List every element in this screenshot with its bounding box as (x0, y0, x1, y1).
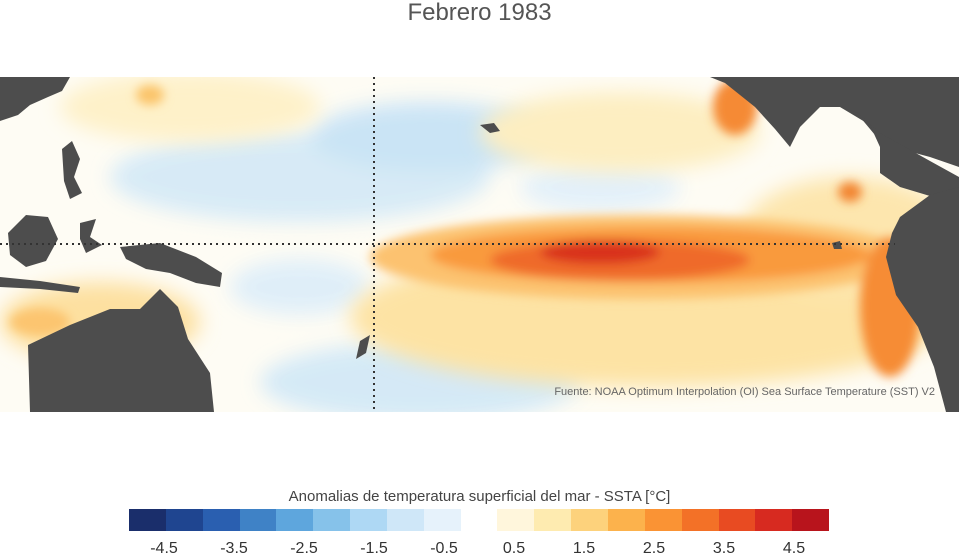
sst-anomaly-map (0, 77, 959, 412)
colorbar-swatch (165, 509, 203, 531)
land-masses (0, 77, 959, 412)
colorbar-swatch (423, 509, 461, 531)
colorbar-swatch (202, 509, 240, 531)
colorbar-tick-label: -4.5 (150, 540, 178, 557)
colorbar-tick-label: 3.5 (712, 540, 736, 557)
colorbar-tick-label: 2.5 (642, 540, 666, 557)
colorbar-tick-label: -0.5 (430, 540, 458, 557)
land-australia (28, 289, 214, 412)
colorbar-swatch (681, 509, 719, 531)
colorbar-swatch (386, 509, 424, 531)
colorbar-ticks: -4.5 -3.5 -2.5 -1.5 -0.5 0.5 1.5 2.5 3.5 4.5 (0, 540, 959, 558)
colorbar-tick-label: -3.5 (220, 540, 248, 557)
land-central-america (840, 107, 959, 199)
colorbar-tick-label: -2.5 (290, 540, 318, 557)
colorbar-swatch (571, 509, 608, 531)
colorbar-swatch (534, 509, 572, 531)
colorbar-swatch (644, 509, 682, 531)
land-new-zealand (356, 335, 370, 359)
colorbar-swatch (350, 509, 387, 531)
colorbar-swatch (497, 509, 535, 531)
land-java (0, 277, 80, 293)
land-asia (0, 77, 70, 121)
land-south-america (886, 187, 959, 412)
colorbar-swatch (239, 509, 277, 531)
colorbar-label: Anomalias de temperatura superficial del… (288, 488, 671, 505)
colorbar-swatch (755, 509, 793, 531)
colorbar-tick-label: 1.5 (572, 540, 596, 557)
colorbar-swatch (607, 509, 645, 531)
land-philippines (62, 141, 82, 199)
colorbar-swatch (129, 509, 166, 531)
land-hawaii (480, 123, 500, 133)
colorbar (129, 509, 830, 531)
data-source-note: Fuente: NOAA Optimum Interpolation (OI) … (554, 386, 935, 398)
colorbar-swatch (276, 509, 314, 531)
colorbar-swatch (460, 509, 498, 531)
colorbar-swatch (313, 509, 351, 531)
land-borneo (8, 215, 58, 267)
land-new-guinea (120, 243, 222, 287)
colorbar-tick-label: 4.5 (782, 540, 806, 557)
map-title: Febrero 1983 (407, 0, 552, 26)
colorbar-tick-label: 0.5 (502, 540, 526, 557)
colorbar-tick-label: -1.5 (360, 540, 388, 557)
colorbar-swatch (792, 509, 830, 531)
colorbar-swatch (718, 509, 756, 531)
